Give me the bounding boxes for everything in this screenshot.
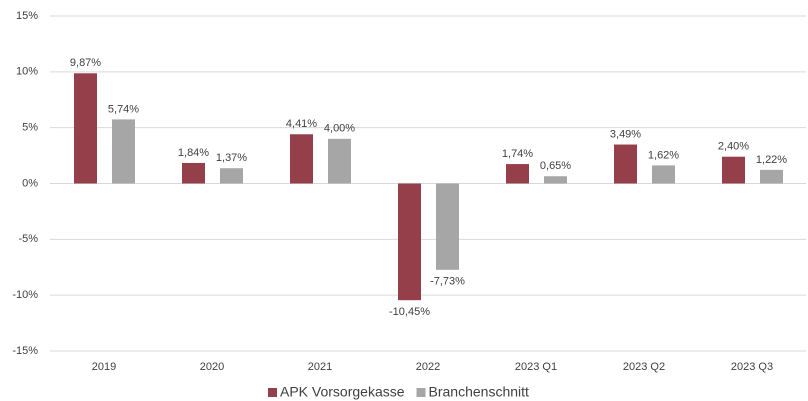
- bar: [544, 176, 567, 184]
- bar: [614, 144, 637, 184]
- y-tick-label: -15%: [12, 345, 38, 357]
- value-label: 1,84%: [178, 147, 209, 159]
- value-label: -10,45%: [389, 306, 430, 318]
- value-label: 2,40%: [718, 141, 749, 153]
- y-tick-label: 5%: [22, 122, 38, 134]
- value-label: 1,62%: [648, 149, 679, 161]
- value-label: 4,00%: [324, 123, 355, 135]
- x-tick-label: 2021: [308, 361, 332, 373]
- y-tick-label: 0%: [22, 177, 38, 189]
- bar: [760, 169, 783, 184]
- value-label: 0,65%: [540, 160, 571, 172]
- bar: [652, 165, 675, 184]
- x-tick-label: 2020: [200, 361, 224, 373]
- y-tick-label: -10%: [12, 289, 38, 301]
- y-tick-label: 10%: [16, 66, 38, 78]
- bar: [290, 134, 313, 184]
- bar: [182, 162, 205, 184]
- x-tick-label: 2023 Q2: [623, 361, 665, 373]
- value-label: 5,74%: [108, 103, 139, 115]
- x-tick-label: 2022: [416, 361, 440, 373]
- value-label: 1,37%: [216, 152, 247, 164]
- value-label: 1,74%: [502, 148, 533, 160]
- bar: [328, 138, 351, 184]
- x-tick-label: 2023 Q1: [515, 361, 557, 373]
- bar: [506, 164, 529, 184]
- x-tick-label: 2023 Q3: [731, 361, 773, 373]
- bar: [74, 73, 97, 184]
- value-label: -7,73%: [430, 276, 465, 288]
- bar: [112, 119, 135, 184]
- value-label: 4,41%: [286, 118, 317, 130]
- y-tick-label: 15%: [16, 10, 38, 22]
- x-tick-label: 2019: [92, 361, 116, 373]
- bar: [722, 156, 745, 184]
- bar: [436, 183, 459, 270]
- legend-swatch: [416, 388, 426, 397]
- legend-label: Branchenschnitt: [429, 384, 530, 400]
- bar: [220, 168, 243, 184]
- bar: [398, 183, 421, 301]
- value-label: 3,49%: [610, 128, 641, 140]
- legend-label: APK Vorsorgekasse: [280, 384, 405, 400]
- y-tick-label: -5%: [18, 233, 38, 245]
- value-label: 9,87%: [70, 57, 101, 69]
- legend-swatch: [268, 388, 277, 397]
- value-label: 1,22%: [756, 154, 787, 166]
